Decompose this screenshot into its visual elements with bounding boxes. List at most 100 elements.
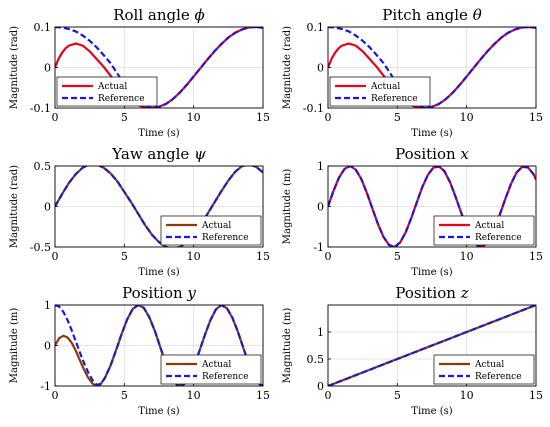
legend-label: Reference xyxy=(202,233,249,243)
x-tick-label: 5 xyxy=(394,250,401,263)
x-tick-label: 10 xyxy=(460,111,474,124)
x-tick-label: 10 xyxy=(460,250,474,263)
x-axis-label: Time (s) xyxy=(138,406,179,417)
legend: Actual Reference xyxy=(160,354,262,385)
legend-label: Reference xyxy=(98,94,145,104)
x-tick-label: 15 xyxy=(529,250,543,263)
y-tick-label: 0 xyxy=(44,340,51,353)
chart-title-text: Position xyxy=(395,145,460,163)
y-tick-label: 0 xyxy=(44,201,51,214)
legend-label: Actual xyxy=(97,82,127,92)
series-line-reference xyxy=(55,27,263,108)
legend-box xyxy=(329,76,431,107)
chart-title-symbol: ψ xyxy=(194,145,206,163)
y-tick-label: 0 xyxy=(317,380,324,393)
legend-box xyxy=(433,354,535,385)
x-tick-label: 10 xyxy=(187,389,201,402)
chart-title-symbol: x xyxy=(460,145,469,163)
chart-title-symbol: y xyxy=(186,284,196,302)
y-axis-label: Magnitude (m) xyxy=(282,169,293,245)
chart-title-text: Position xyxy=(395,284,460,302)
y-tick-label: 1 xyxy=(44,299,51,312)
x-axis-label: Time (s) xyxy=(138,128,179,139)
x-tick-label: 5 xyxy=(121,111,128,124)
x-tick-label: 10 xyxy=(187,250,201,263)
x-tick-label: 0 xyxy=(52,389,59,402)
y-tick-label: 0 xyxy=(317,62,324,75)
y-axis-label: Magnitude (rad) xyxy=(9,165,20,248)
x-tick-label: 15 xyxy=(529,389,543,402)
chart-title-text: Position xyxy=(122,284,187,302)
legend: Actual Reference xyxy=(329,76,431,107)
chart-title-text: Pitch angle xyxy=(382,6,472,24)
y-tick-label: -0.1 xyxy=(30,102,51,115)
x-tick-label: 10 xyxy=(187,111,201,124)
y-tick-label: 0.1 xyxy=(34,21,52,34)
legend-label: Actual xyxy=(474,221,504,231)
x-tick-label: 0 xyxy=(325,389,332,402)
chart-title: Yaw angle ψ xyxy=(111,145,206,163)
legend-label: Actual xyxy=(201,221,231,231)
x-tick-label: 0 xyxy=(325,250,332,263)
x-tick-label: 0 xyxy=(52,111,59,124)
chart-title: Position z xyxy=(395,284,468,302)
y-tick-label: 1 xyxy=(317,326,324,339)
y-tick-label: 0.5 xyxy=(307,353,325,366)
x-tick-label: 0 xyxy=(325,111,332,124)
x-axis-label: Time (s) xyxy=(411,128,452,139)
x-tick-label: 10 xyxy=(460,389,474,402)
series-line-reference xyxy=(328,166,536,247)
legend-label: Reference xyxy=(475,372,522,382)
chart-title-symbol: z xyxy=(460,284,469,302)
x-tick-label: 15 xyxy=(256,389,270,402)
x-tick-label: 15 xyxy=(256,250,270,263)
chart-title-symbol: ϕ xyxy=(195,6,205,24)
legend-box xyxy=(160,215,262,246)
legend: Actual Reference xyxy=(160,215,262,246)
legend-label: Reference xyxy=(202,372,249,382)
y-tick-label: 0 xyxy=(317,201,324,214)
legend-label: Actual xyxy=(370,82,400,92)
y-tick-label: -0.5 xyxy=(30,241,51,254)
y-axis-label: Magnitude (m) xyxy=(9,308,20,384)
chart-title-text: Yaw angle xyxy=(111,145,194,163)
legend: Actual Reference xyxy=(56,76,158,107)
chart-title: Pitch angle θ xyxy=(382,6,481,24)
legend: Actual Reference xyxy=(433,354,535,385)
chart-title: Position y xyxy=(122,284,196,302)
y-tick-label: 1 xyxy=(317,160,324,173)
series-line-reference xyxy=(55,166,263,247)
x-tick-label: 0 xyxy=(52,250,59,263)
series-line-reference xyxy=(328,27,536,108)
x-tick-label: 15 xyxy=(256,111,270,124)
x-axis-label: Time (s) xyxy=(411,267,452,278)
legend-label: Reference xyxy=(475,233,522,243)
legend-label: Actual xyxy=(201,360,231,370)
y-tick-label: -1 xyxy=(313,241,324,254)
series-line-reference xyxy=(328,305,536,386)
x-axis-label: Time (s) xyxy=(411,406,452,417)
y-tick-label: 0 xyxy=(44,62,51,75)
y-axis-label: Magnitude (rad) xyxy=(282,26,293,109)
x-tick-label: 5 xyxy=(394,389,401,402)
legend-box xyxy=(56,76,158,107)
legend-label: Reference xyxy=(371,94,418,104)
y-tick-label: -1 xyxy=(40,380,51,393)
legend-label: Actual xyxy=(474,360,504,370)
legend: Actual Reference xyxy=(433,215,535,246)
y-tick-label: 0.1 xyxy=(307,21,325,34)
x-tick-label: 5 xyxy=(121,389,128,402)
chart-title: Roll angle ϕ xyxy=(113,6,205,24)
chart-title-symbol: θ xyxy=(473,6,482,24)
axes-frame xyxy=(327,304,537,387)
x-tick-label: 15 xyxy=(529,111,543,124)
legend-box xyxy=(433,215,535,246)
x-tick-label: 5 xyxy=(394,111,401,124)
chart-title-text: Roll angle xyxy=(113,6,194,24)
x-tick-label: 5 xyxy=(121,250,128,263)
